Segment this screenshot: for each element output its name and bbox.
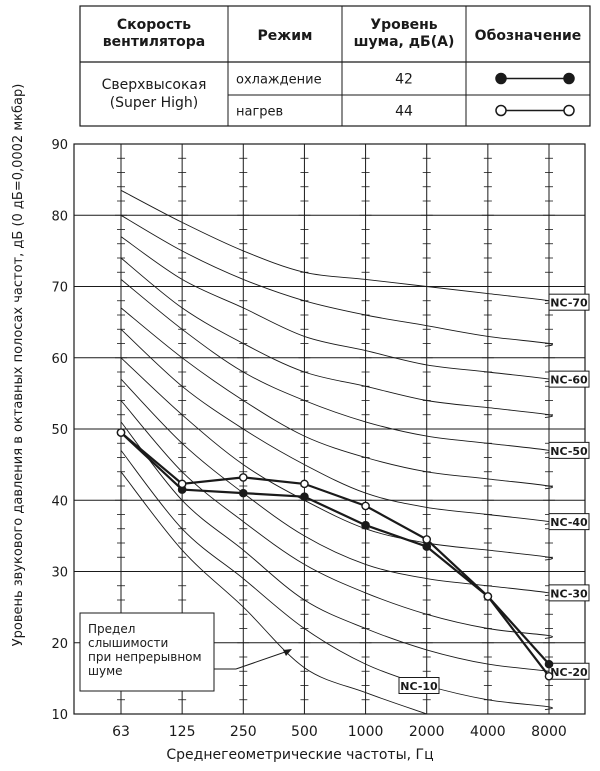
nc-label-text: NC-50 (550, 445, 588, 458)
nc-label-box (548, 662, 590, 680)
y-tick-label: 10 (51, 708, 68, 723)
nc-label-box (548, 293, 590, 311)
y-tick-label: 70 (51, 281, 68, 296)
legend-open-marker (563, 104, 575, 117)
nc-label-box (398, 677, 440, 694)
legend-table (79, 5, 591, 127)
legend-header-text: Скорость (117, 17, 191, 33)
nc-curve-20 (120, 421, 553, 675)
annotation-box (79, 612, 215, 692)
x-tick-label: 4000 (470, 724, 506, 740)
column-hatch (420, 143, 433, 715)
legend-header-text: Режим (258, 28, 313, 44)
nc-label-text: NC-30 (550, 587, 588, 600)
annotation-text: при непрерывном (88, 650, 202, 664)
x-axis-title: Среднегеометрические частоты, Гц (166, 747, 433, 763)
nc-label-text: NC-40 (550, 516, 588, 529)
cooling-point (238, 488, 248, 498)
nc-curve-15 (120, 450, 553, 711)
y-tick-label: 80 (51, 209, 68, 224)
heating-point (177, 479, 187, 489)
y-tick-label: 90 (51, 138, 68, 153)
y-tick-label: 50 (51, 423, 68, 438)
legend-level-text: 44 (395, 104, 413, 120)
column-hatch (481, 143, 494, 715)
y-tick-label: 20 (51, 637, 68, 652)
nc-curve-70 (120, 189, 553, 305)
column-hatch (359, 143, 372, 715)
nc-label-text: NC-10 (400, 680, 438, 693)
x-tick-label: 1000 (348, 724, 384, 740)
heating-point (544, 671, 554, 681)
nc-curve-60 (120, 236, 553, 383)
heating-point (238, 473, 248, 482)
x-tick-label: 125 (169, 724, 196, 740)
nc-curve-30 (120, 378, 553, 597)
heating-point (483, 592, 493, 601)
nc-label-text: NC-70 (550, 297, 588, 310)
cooling-point (544, 659, 554, 669)
legend-header-text: вентилятора (103, 34, 205, 50)
column-hatch (298, 143, 311, 715)
column-hatch (543, 143, 555, 715)
x-tick-label: 8000 (531, 724, 567, 740)
x-tick-label: 63 (112, 724, 130, 740)
legend-mode-text: нагрев (236, 105, 283, 120)
x-tick-label: 250 (230, 724, 257, 740)
y-tick-label: 40 (51, 494, 68, 509)
legend-speed-text: (Super High) (110, 95, 199, 111)
column-hatch (176, 143, 189, 715)
nc-curve-40 (120, 328, 553, 525)
annotation-arrowhead (283, 649, 292, 656)
heating-point (300, 479, 309, 489)
y-tick-label: 60 (51, 352, 68, 367)
y-axis-title: Уровень звукового давления в октавных по… (11, 84, 26, 647)
legend-header-text: Обозначение (475, 28, 582, 44)
series-line-heating (120, 431, 550, 677)
cooling-point (300, 492, 309, 501)
nc-label-text: NC-20 (550, 666, 588, 679)
nc-curve-65 (120, 214, 553, 347)
legend-header-text: Уровень (370, 17, 437, 33)
y-tick-label: 30 (51, 566, 68, 581)
column-hatch (237, 143, 250, 715)
nc-label-box (548, 584, 590, 602)
cooling-point (422, 542, 432, 551)
nc-label-text: NC-60 (550, 374, 588, 387)
nc-curve-50 (120, 279, 553, 454)
heating-point (361, 501, 370, 511)
annotation-text: слышимости (88, 636, 168, 650)
annotation-leader (235, 650, 289, 670)
nc-curve-25 (120, 400, 553, 639)
legend-open-marker (495, 104, 507, 117)
annotation-text: шуме (88, 664, 123, 678)
x-tick-label: 500 (291, 724, 318, 740)
legend-header-text: шума, дБ(А) (354, 34, 455, 50)
legend-table-border (79, 5, 591, 127)
x-tick-label: 2000 (409, 724, 445, 740)
legend-speed-text: Сверхвысокая (102, 77, 207, 93)
nc-label-box (548, 513, 590, 531)
cooling-point (361, 520, 370, 530)
nc-label-box (548, 370, 590, 388)
nc-curve-10 (120, 471, 427, 715)
nc-label-box (548, 441, 590, 459)
legend-level-text: 42 (395, 72, 413, 88)
heating-point (422, 535, 432, 544)
annotation-text: Предел (88, 622, 135, 636)
legend-filled-marker (495, 72, 507, 85)
nc-curve-35 (120, 357, 553, 561)
nc-curve-45 (120, 307, 553, 490)
heating-point (116, 428, 126, 437)
nc-curve-55 (120, 257, 553, 419)
legend-filled-marker (563, 72, 575, 85)
legend-mode-text: охлаждение (236, 73, 322, 88)
